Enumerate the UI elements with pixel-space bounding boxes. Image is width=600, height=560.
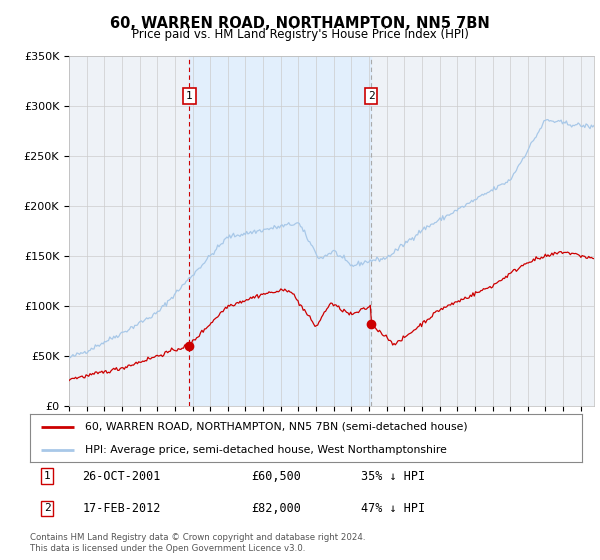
Text: 26-OCT-2001: 26-OCT-2001 [82, 470, 161, 483]
Text: £82,000: £82,000 [251, 502, 301, 515]
Text: 35% ↓ HPI: 35% ↓ HPI [361, 470, 425, 483]
Text: 1: 1 [44, 471, 50, 481]
Text: 60, WARREN ROAD, NORTHAMPTON, NN5 7BN: 60, WARREN ROAD, NORTHAMPTON, NN5 7BN [110, 16, 490, 31]
Text: 2: 2 [44, 503, 50, 514]
Text: £60,500: £60,500 [251, 470, 301, 483]
Text: HPI: Average price, semi-detached house, West Northamptonshire: HPI: Average price, semi-detached house,… [85, 445, 447, 455]
Bar [190, 56, 371, 406]
Text: 47% ↓ HPI: 47% ↓ HPI [361, 502, 425, 515]
Text: 1: 1 [186, 91, 193, 101]
Text: Price paid vs. HM Land Registry's House Price Index (HPI): Price paid vs. HM Land Registry's House … [131, 28, 469, 41]
Text: Contains HM Land Registry data © Crown copyright and database right 2024.
This d: Contains HM Land Registry data © Crown c… [30, 533, 365, 553]
Text: 17-FEB-2012: 17-FEB-2012 [82, 502, 161, 515]
Text: 60, WARREN ROAD, NORTHAMPTON, NN5 7BN (semi-detached house): 60, WARREN ROAD, NORTHAMPTON, NN5 7BN (s… [85, 422, 468, 432]
Text: 2: 2 [368, 91, 374, 101]
